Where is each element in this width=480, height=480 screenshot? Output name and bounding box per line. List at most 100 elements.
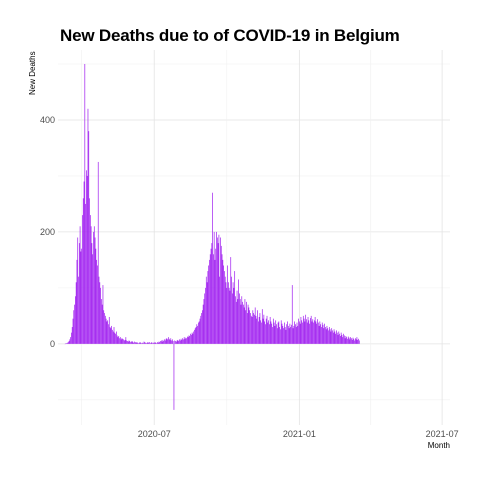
bar [229,290,231,344]
bar [149,343,151,344]
bar [183,337,185,344]
bar [195,327,197,344]
bar [313,322,314,344]
bar [125,337,127,344]
bar [211,243,213,344]
bar [86,170,87,344]
bar [151,342,153,344]
bar [75,282,77,344]
bar [155,342,157,344]
bar [358,340,360,344]
bar [289,323,291,344]
y-tick-label: 0 [50,339,55,349]
bar [82,198,84,344]
bar [257,310,258,344]
bar [291,285,293,344]
bar [119,338,120,344]
bar [107,320,109,344]
bar [145,342,146,344]
bar [68,341,70,344]
bar [250,315,252,344]
bar [291,324,292,344]
bar [266,315,268,344]
bar [110,328,112,344]
bar [159,342,161,344]
bar [329,329,331,344]
bar [194,328,196,344]
bar [252,310,254,344]
bar [108,316,110,344]
bar [318,325,320,344]
bar [141,343,142,344]
bar [139,342,141,344]
bar [120,339,122,344]
bar [256,318,258,344]
bar [237,299,239,344]
bar [137,342,139,344]
bar [186,338,187,344]
bar [97,265,98,344]
bar [135,342,137,344]
bar [185,337,187,344]
bar [121,338,123,344]
bar [181,339,183,344]
bar [112,331,114,344]
bar [259,313,261,344]
bar [87,108,89,344]
bar [146,342,148,344]
bar [272,327,273,344]
bar [272,318,274,344]
bar [357,339,359,344]
bar [321,327,322,344]
bar [140,342,142,344]
bar [339,333,340,344]
bar [299,323,301,344]
bar [184,338,186,344]
y-tick-labels: 0 200 400 [40,115,55,349]
bar [328,330,329,344]
bar [127,341,129,344]
bar [86,175,88,344]
bar [342,337,344,344]
bar [249,310,251,344]
bar [276,324,277,344]
bar [145,343,147,344]
bar [244,299,246,344]
bar [98,276,100,344]
bar [271,323,273,344]
bar [79,226,81,344]
bar [343,333,344,344]
bar [265,318,267,344]
bar [220,245,222,344]
bar [179,339,180,344]
x-tick-label: 2020-07 [138,429,171,439]
bar [270,321,272,344]
bar [196,324,198,344]
bar [109,327,111,344]
bar [176,340,178,344]
bar [200,315,202,344]
bar [214,259,216,344]
bar [231,276,232,344]
bar [149,342,150,344]
bar [101,304,103,344]
bar [235,296,236,344]
bar [353,338,355,344]
bar [275,320,277,344]
bar [193,331,195,344]
bar [202,304,204,344]
bar [205,287,206,344]
bar [72,318,74,344]
bar [164,340,166,344]
bar [183,339,184,344]
bar [322,324,324,344]
bar [198,321,200,344]
bar [239,293,240,344]
bar [220,237,221,344]
bar [302,322,303,344]
bar [203,299,205,344]
bar [308,320,310,344]
bar [157,342,159,344]
bar [69,339,71,344]
bar [123,339,124,344]
